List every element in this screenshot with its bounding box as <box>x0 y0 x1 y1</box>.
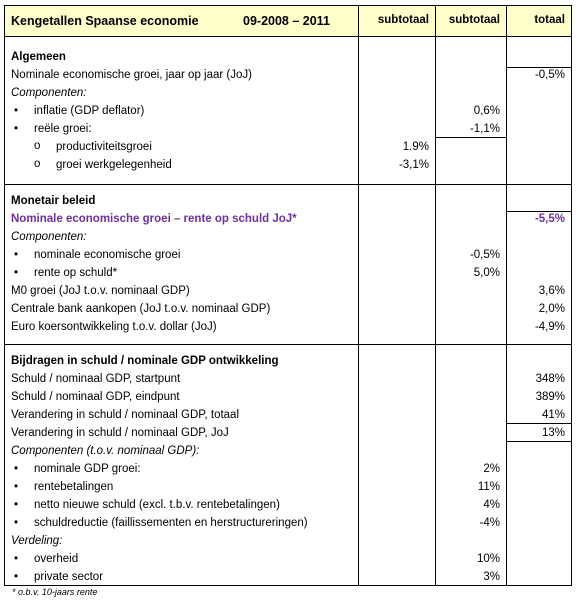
row-label: Verandering in schuld / nominaal GDP, Jo… <box>11 427 229 439</box>
column-divider <box>506 6 507 585</box>
row-label: netto nieuwe schuld (excl. t.b.v. renteb… <box>34 499 280 511</box>
cell-value: -0,5% <box>534 69 565 81</box>
row-label: nominale GDP groei: <box>34 463 141 475</box>
cell-value: 2% <box>483 463 500 475</box>
row-label: productiviteitsgroei <box>56 141 152 153</box>
cell-value: 5,0% <box>473 267 500 279</box>
bullet: • <box>14 553 19 565</box>
bullet: • <box>14 105 19 117</box>
table-header: Kengetallen Spaanse economie 09-2008 – 2… <box>5 6 571 37</box>
cell-value: 389% <box>535 391 565 403</box>
bullet: • <box>14 463 19 475</box>
row-label: rentebetalingen <box>34 481 114 493</box>
cell-value: 10% <box>476 553 500 565</box>
sub-bullet: o <box>34 158 41 170</box>
cell-value: 2,0% <box>538 303 565 315</box>
column-divider <box>435 6 436 585</box>
row-label: Euro koersontwikkeling t.o.v. dollar (Jo… <box>11 321 217 333</box>
row-label: Schuld / nominaal GDP, eindpunt <box>11 391 180 403</box>
section-divider <box>5 344 571 345</box>
cell-value: -1,1% <box>469 123 500 135</box>
cell-value: -4,9% <box>534 321 565 333</box>
cell-value: -4% <box>479 517 500 529</box>
bullet: • <box>14 499 19 511</box>
cell-value: 11% <box>477 481 500 493</box>
cell-value: 0,6% <box>473 105 500 117</box>
cell-value: 348% <box>535 373 565 385</box>
row-label: Verdeling: <box>11 535 63 547</box>
cell-value: 3% <box>483 571 500 583</box>
bullet: • <box>14 481 19 493</box>
underline <box>506 67 571 68</box>
column-header: subtotaal <box>377 14 429 26</box>
cell-value: 3,6% <box>538 285 565 297</box>
row-label: inflatie (GDP deflator) <box>34 105 145 117</box>
title: Kengetallen Spaanse economie <box>11 14 199 28</box>
row-label: nominale economische groei <box>34 249 181 261</box>
row-label: schuldreductie (faillissementen en herst… <box>34 517 308 529</box>
column-header: totaal <box>534 14 565 26</box>
underline <box>506 441 571 442</box>
row-label: Componenten: <box>11 231 87 243</box>
cell-value: -5,5% <box>534 213 565 225</box>
table: Kengetallen Spaanse economie 09-2008 – 2… <box>4 5 572 586</box>
row-label: Componenten (t.o.v. nominaal GDP): <box>11 445 200 457</box>
sub-bullet: o <box>34 140 41 152</box>
underline <box>506 211 571 212</box>
bullet: • <box>14 249 19 261</box>
row-label: M0 groei (JoJ t.o.v. nominaal GDP) <box>11 285 190 297</box>
cell-value: 13% <box>541 427 565 439</box>
period: 09-2008 – 2011 <box>243 14 330 28</box>
row-label: overheid <box>34 553 79 565</box>
cell-value: 41% <box>541 409 565 421</box>
cell-value: -3,1% <box>398 159 429 171</box>
footnote: * o.b.v. 10-jaars rente <box>12 587 98 597</box>
cell-value: -0,5% <box>469 249 500 261</box>
underline <box>435 137 506 138</box>
section-title: Bijdragen in schuld / nominale GDP ontwi… <box>11 355 279 367</box>
underline <box>506 423 571 424</box>
bullet: • <box>14 517 19 529</box>
bullet: • <box>14 571 19 583</box>
section-divider <box>5 184 571 185</box>
row-label: reële groei: <box>34 123 92 135</box>
section-title: Monetair beleid <box>11 195 96 207</box>
row-label: groei werkgelegenheid <box>56 159 172 171</box>
row-label: Nominale economische groei, jaar op jaar… <box>11 69 252 81</box>
row-label: Componenten: <box>11 87 87 99</box>
row-label: Nominale economische groei – rente op sc… <box>11 213 297 225</box>
row-label: Centrale bank aankopen (JoJ t.o.v. nomin… <box>11 303 271 315</box>
row-label: private sector <box>34 571 104 583</box>
row-label: rente op schuld* <box>34 267 118 279</box>
cell-value: 4% <box>483 499 500 511</box>
bullet: • <box>14 267 19 279</box>
column-divider <box>358 6 359 585</box>
row-label: Verandering in schuld / nominaal GDP, to… <box>11 409 240 421</box>
section-title: Algemeen <box>11 51 66 63</box>
bullet: • <box>14 123 19 135</box>
row-label: Schuld / nominaal GDP, startpunt <box>11 373 181 385</box>
column-header: subtotaal <box>448 14 500 26</box>
cell-value: 1.9% <box>402 141 429 153</box>
